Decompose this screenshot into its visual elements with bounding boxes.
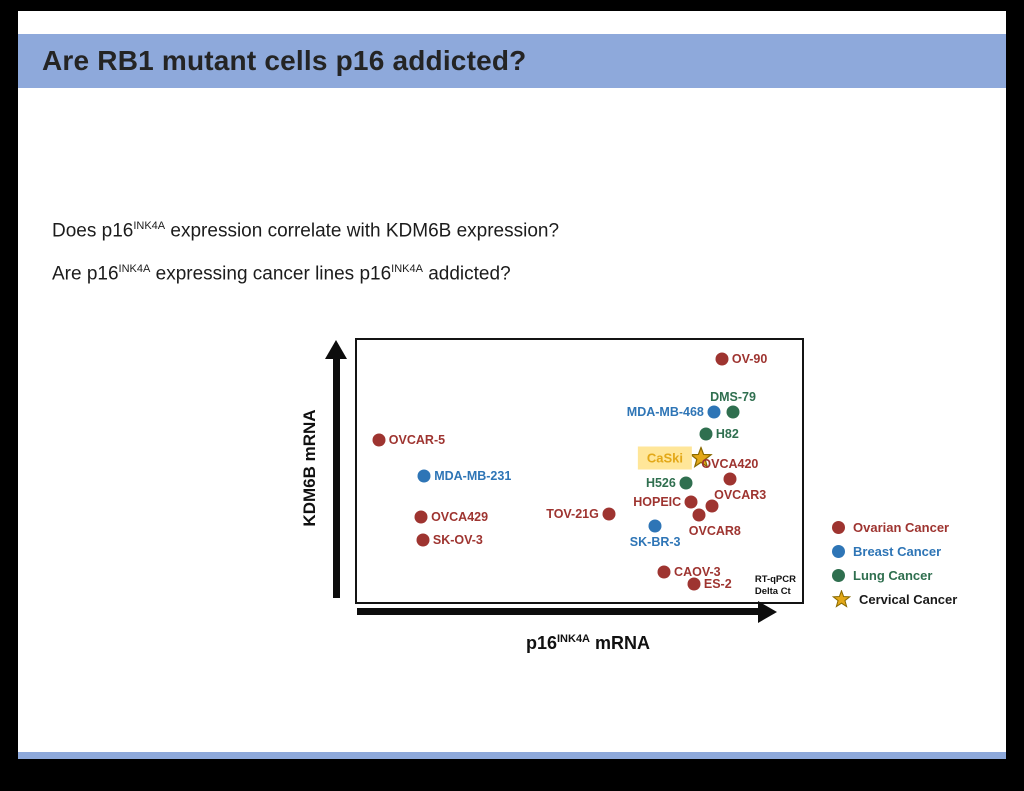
x-axis-arrowhead-icon xyxy=(758,601,777,623)
legend-label: Ovarian Cancer xyxy=(853,519,950,535)
dot-marker-icon xyxy=(723,472,737,486)
label-MDA-MB-231: MDA-MB-231 xyxy=(434,468,512,483)
dot-marker-icon xyxy=(687,577,701,591)
label-OVCAR8: OVCAR8 xyxy=(688,524,741,539)
slide: Are RB1 mutant cells p16 addicted? Does … xyxy=(18,11,1006,759)
question-2-mid: expressing cancer lines p16 xyxy=(150,263,392,285)
label-H82: H82 xyxy=(715,427,739,442)
method-note: RT-qPCR Delta Ct xyxy=(755,574,796,598)
dot-marker-icon xyxy=(657,565,671,579)
star-icon xyxy=(832,589,851,608)
label-MDA-MB-468: MDA-MB-468 xyxy=(626,405,704,420)
y-axis-label: KDM6B mRNA xyxy=(300,409,319,527)
question-2-rest: addicted? xyxy=(422,263,511,285)
legend-item-lung-cancer: Lung Cancer xyxy=(832,566,957,584)
question-block: Does p16INK4A expression correlate with … xyxy=(52,220,559,307)
method-note-line1: RT-qPCR xyxy=(754,574,796,586)
dot-marker-icon xyxy=(679,476,693,490)
label-DMS-79: DMS-79 xyxy=(710,390,756,405)
label-CaSki: CaSki xyxy=(637,446,692,470)
dot-marker-icon xyxy=(715,352,729,366)
dot-marker-icon xyxy=(602,507,616,521)
x-axis-label-text: p16 xyxy=(525,633,557,653)
legend: Ovarian Cancer Breast Cancer Lung Cancer Ce… xyxy=(832,518,957,608)
question-2: Are p16INK4A expressing cancer lines p16… xyxy=(52,263,559,285)
label-ES-2: ES-2 xyxy=(703,576,732,591)
legend-item-ovarian-cancer: Ovarian Cancer xyxy=(832,518,957,536)
question-2-text: Are p16 xyxy=(52,263,119,285)
legend-label: Breast Cancer xyxy=(853,543,942,559)
dot-marker-icon xyxy=(416,533,430,547)
label-TOV-21G: TOV-21G xyxy=(546,506,599,521)
question-1: Does p16INK4A expression correlate with … xyxy=(52,220,559,242)
slide-title: Are RB1 mutant cells p16 addicted? xyxy=(42,45,527,76)
dot-marker-icon xyxy=(699,427,713,441)
x-axis-label-sup: INK4A xyxy=(557,633,591,645)
label-OVCA420: OVCA420 xyxy=(701,457,759,472)
dot-marker-icon xyxy=(707,405,721,419)
dot-marker-icon xyxy=(684,495,698,509)
method-note-line2: Delta Ct xyxy=(754,586,791,598)
legend-label: Lung Cancer xyxy=(853,567,933,583)
label-HOPEIC: HOPEIC xyxy=(633,494,682,509)
dot-marker-icon xyxy=(832,520,845,534)
legend-item-cervical-cancer: Cervical Cancer xyxy=(832,589,958,608)
label-OVCA429: OVCA429 xyxy=(431,510,489,525)
star-icon xyxy=(689,446,713,468)
legend-item-breast-cancer: Breast Cancer xyxy=(832,542,957,560)
dot-marker-icon xyxy=(692,508,706,522)
title-bar: Are RB1 mutant cells p16 addicted? xyxy=(18,34,1006,88)
question-1-text: Does p16 xyxy=(52,220,134,242)
label-H526: H526 xyxy=(645,476,676,491)
label-SK-OV-3: SK-OV-3 xyxy=(432,532,483,547)
label-OV-90: OV-90 xyxy=(731,352,768,367)
dot-marker-icon xyxy=(417,469,431,483)
y-axis-arrow xyxy=(333,358,340,598)
legend-label: Cervical Cancer xyxy=(859,591,958,607)
dot-marker-icon xyxy=(372,433,386,447)
x-axis-label-rest: mRNA xyxy=(590,633,651,653)
dot-marker-icon xyxy=(726,405,740,419)
label-SK-BR-3: SK-BR-3 xyxy=(629,535,681,550)
question-1-rest: expression correlate with KDM6B expressi… xyxy=(165,220,560,242)
x-axis-arrow xyxy=(357,608,759,615)
dot-marker-icon xyxy=(705,499,719,513)
question-1-sup: INK4A xyxy=(133,220,166,232)
label-OVCAR-5: OVCAR-5 xyxy=(388,433,446,448)
dot-marker-icon xyxy=(832,544,845,558)
dot-marker-icon xyxy=(832,568,845,582)
x-axis-label: p16INK4A mRNA xyxy=(418,633,758,654)
label-OVCAR3: OVCAR3 xyxy=(714,488,767,503)
bottom-accent-bar xyxy=(18,752,1006,759)
question-2-sup1: INK4A xyxy=(118,263,151,276)
plot-area: RT-qPCR Delta Ct OV-90 MDA-MB-468 DMS-79 H8… xyxy=(355,338,804,604)
label-CAOV-3: CAOV-3 xyxy=(674,564,721,579)
dot-marker-icon xyxy=(414,510,428,524)
dot-marker-icon xyxy=(648,519,662,533)
y-axis-arrowhead-icon xyxy=(325,340,347,359)
question-2-sup2: INK4A xyxy=(391,263,423,276)
